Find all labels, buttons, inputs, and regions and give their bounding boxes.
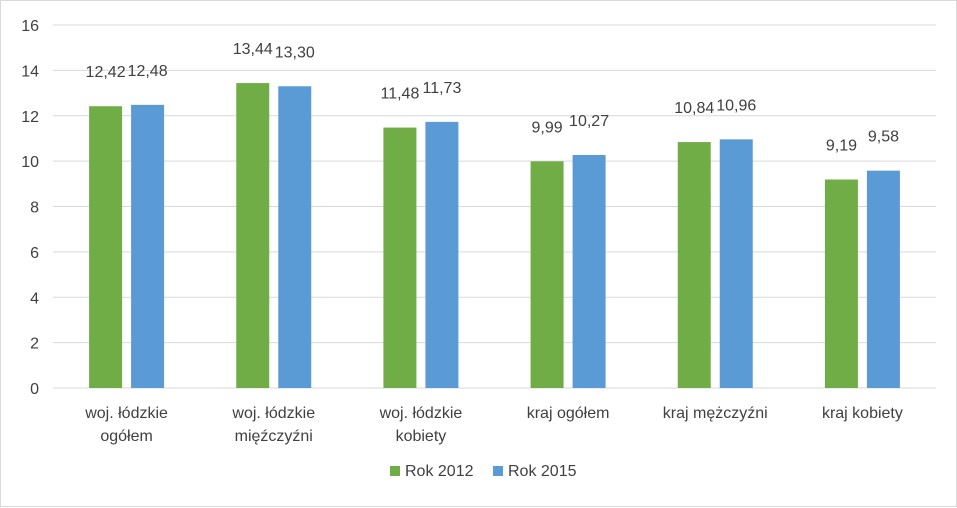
data-label: 11,48 xyxy=(380,86,419,103)
legend-label: Rok 2015 xyxy=(508,463,577,480)
y-tick-label: 6 xyxy=(30,245,39,262)
bar-2015 xyxy=(719,139,753,388)
bar-2015 xyxy=(866,170,900,388)
data-label: 10,96 xyxy=(716,97,756,114)
category-label: woj. łódzkie xyxy=(231,405,315,422)
data-label: 10,27 xyxy=(569,113,609,130)
y-tick-label: 12 xyxy=(21,109,39,126)
category-label: ogółem xyxy=(100,428,152,445)
category-label: kraj mężczyźni xyxy=(663,405,768,422)
legend-label: Rok 2012 xyxy=(405,463,474,480)
legend: Rok 2012 Rok 2015 xyxy=(390,463,577,480)
bar-2015 xyxy=(572,154,606,388)
y-tick-label: 14 xyxy=(21,63,39,80)
y-tick-label: 10 xyxy=(21,154,39,171)
y-axis-ticks: 0 2 4 6 8 10 12 14 16 xyxy=(21,18,39,398)
category-label: kraj kobiety xyxy=(822,405,903,422)
data-labels: 12,42 12,48 13,44 13,30 11,48 11,73 9,99 10,27 1… xyxy=(86,41,900,154)
bar-2012 xyxy=(89,106,123,388)
legend-swatch xyxy=(390,466,400,476)
bar-2012 xyxy=(236,83,270,388)
bars xyxy=(89,83,900,389)
bar-2015 xyxy=(425,121,459,389)
data-label: 9,99 xyxy=(532,119,563,136)
category-label: kobiety xyxy=(396,428,447,445)
data-label: 12,42 xyxy=(86,64,126,81)
category-label: mięźczyźni xyxy=(235,428,313,445)
data-label: 12,48 xyxy=(128,63,168,80)
y-tick-label: 2 xyxy=(30,336,39,353)
data-label: 9,19 xyxy=(826,138,857,155)
category-label: woj. łódzkie xyxy=(379,405,463,422)
data-label: 10,84 xyxy=(674,100,714,117)
bar-2012 xyxy=(677,142,711,388)
bar-2012 xyxy=(383,127,417,389)
data-label: 11,73 xyxy=(422,80,461,97)
bar-2015 xyxy=(131,104,165,389)
data-label: 13,44 xyxy=(233,41,273,58)
y-tick-label: 16 xyxy=(21,18,39,35)
grid-lines xyxy=(53,24,936,389)
category-label: woj. łódzkie xyxy=(84,405,168,422)
bar-2012 xyxy=(530,161,564,388)
y-tick-label: 8 xyxy=(30,200,39,217)
x-axis-categories: woj. łódzkie ogółem woj. łódzkie mięźczyźni… xyxy=(84,405,903,445)
data-label: 13,30 xyxy=(275,44,315,61)
y-tick-label: 4 xyxy=(30,290,39,307)
category-label: kraj ogółem xyxy=(527,405,610,422)
data-label: 9,58 xyxy=(868,129,899,146)
bar-2012 xyxy=(824,179,858,388)
y-tick-label: 0 xyxy=(30,381,39,398)
legend-swatch xyxy=(493,466,503,476)
bar-2015 xyxy=(278,86,312,388)
